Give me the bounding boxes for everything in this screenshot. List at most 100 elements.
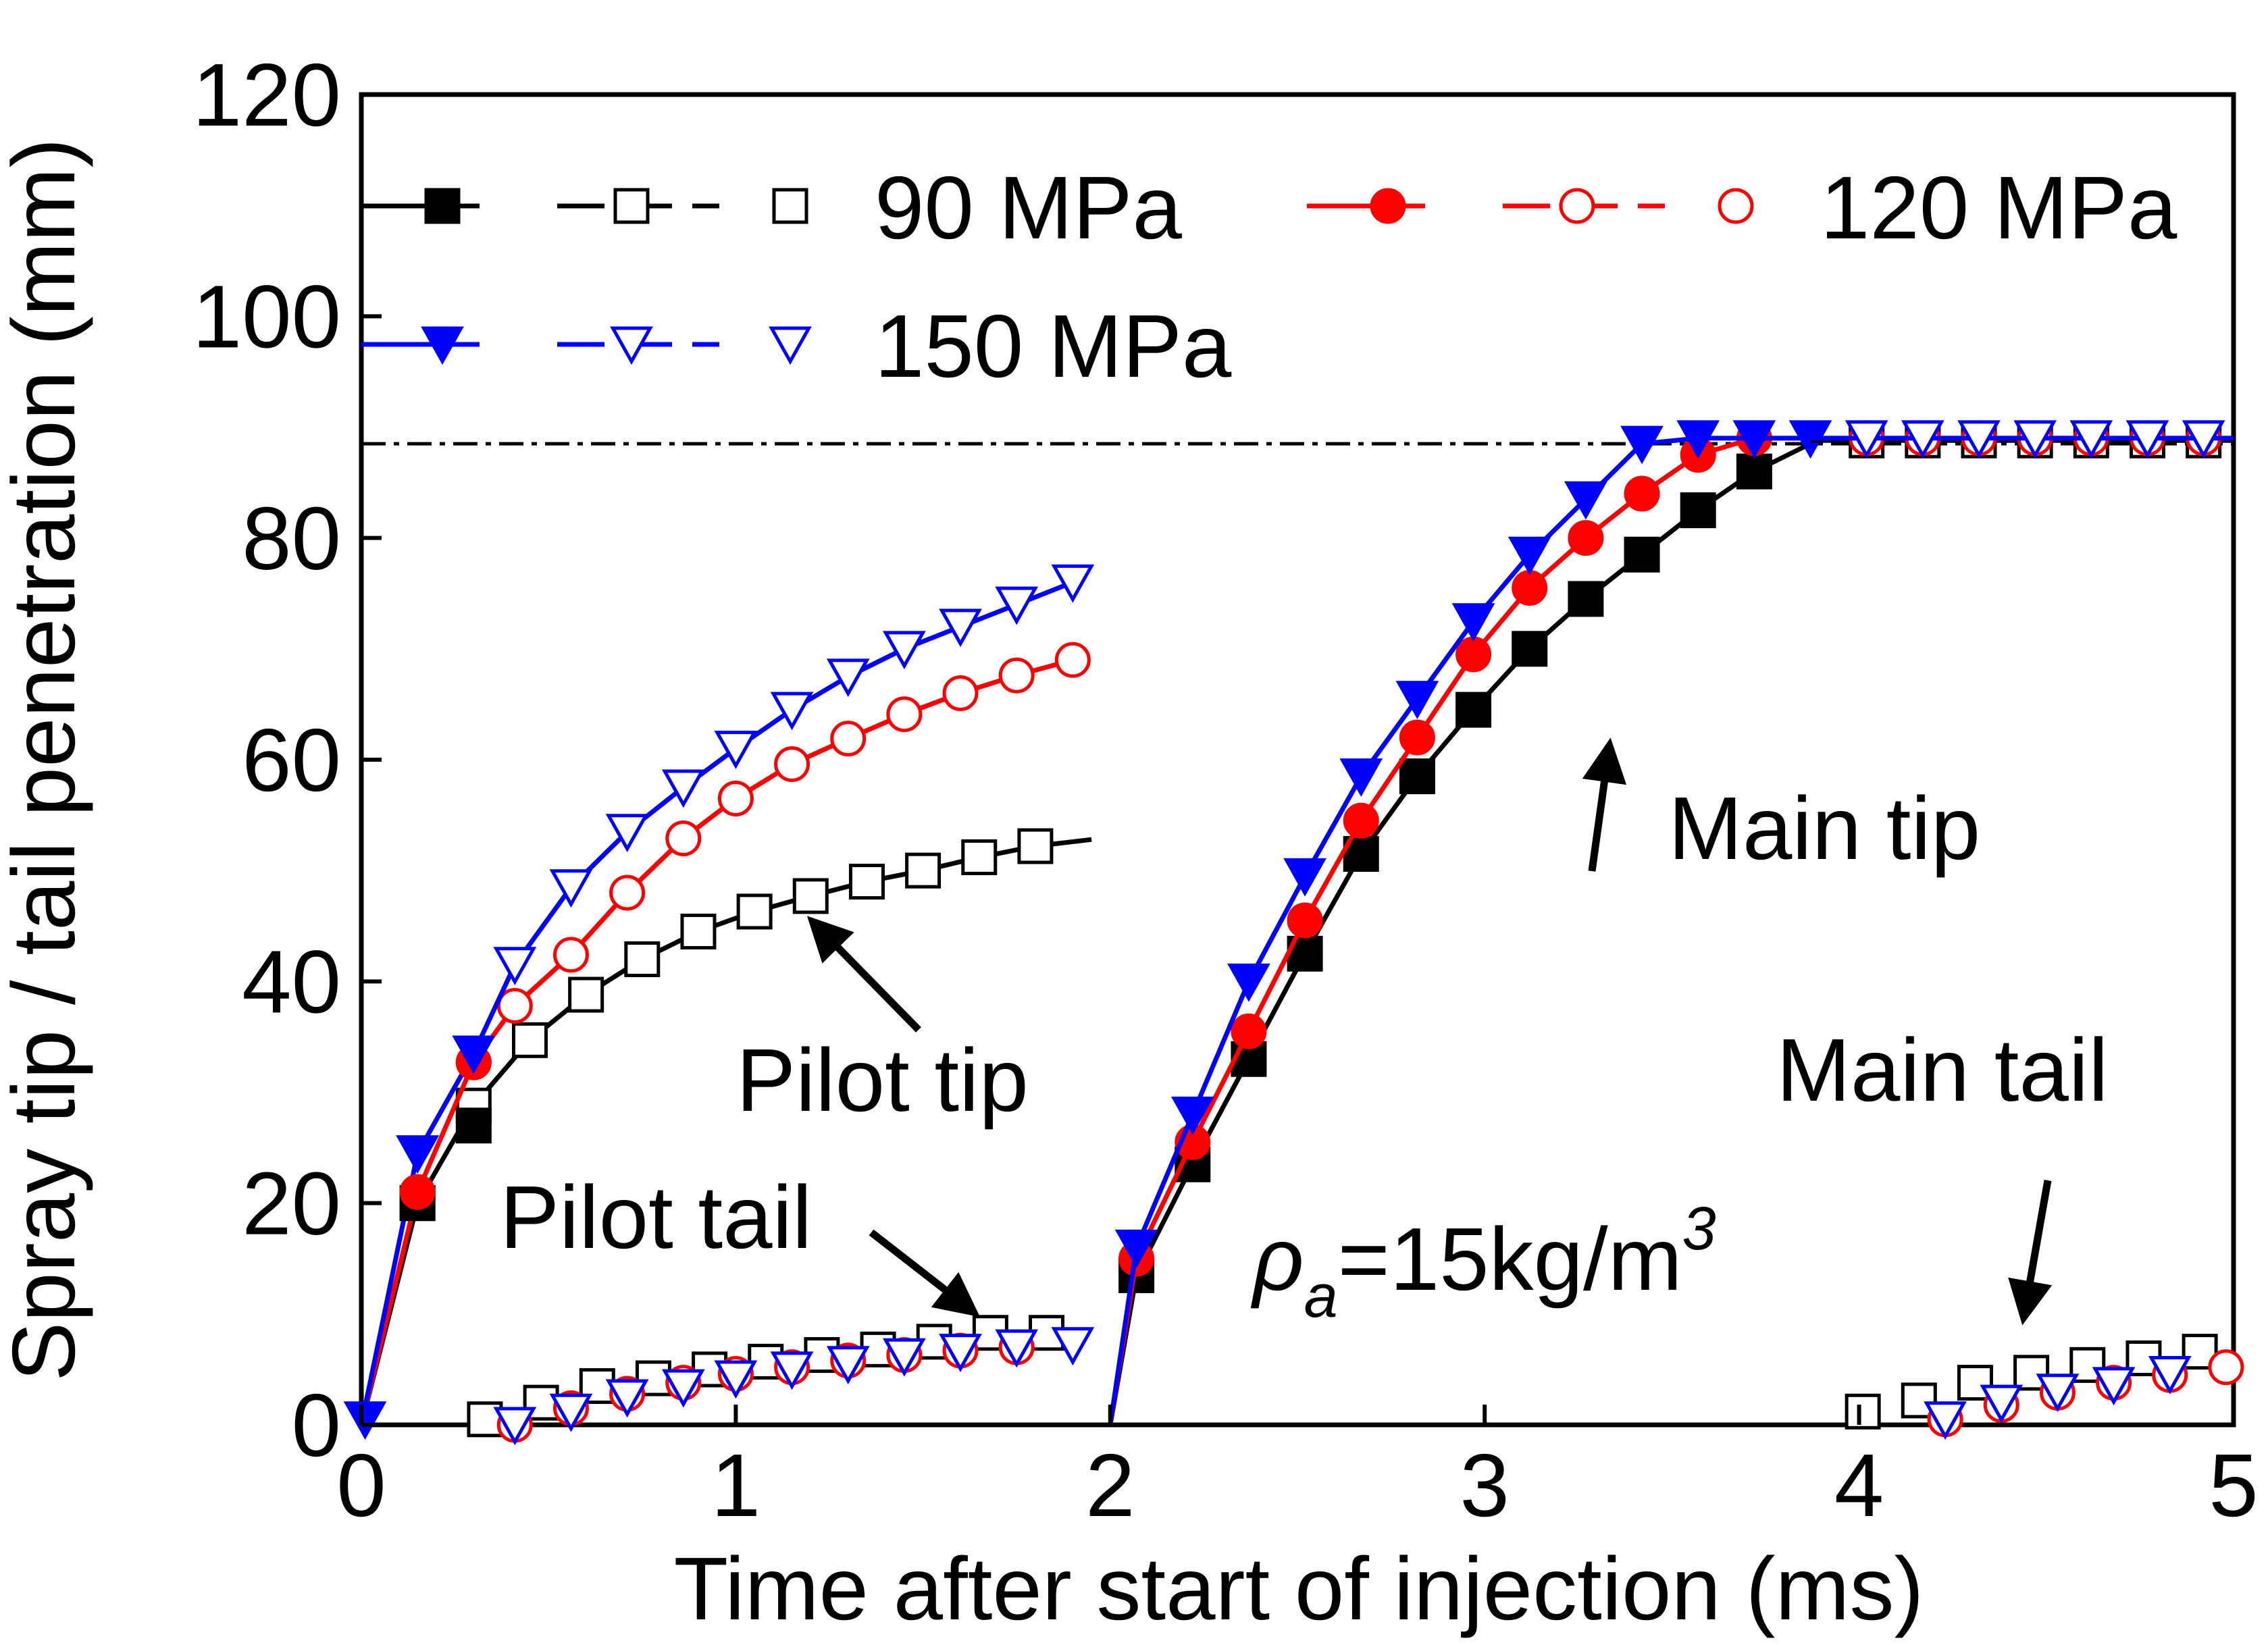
annotation-1: Pilot tail	[500, 1168, 981, 1317]
data-point	[1901, 1382, 1937, 1419]
annotation-label: Pilot tail	[500, 1168, 812, 1267]
legend-marker-filled	[421, 326, 464, 365]
data-point	[1676, 420, 1720, 459]
data-point	[396, 1135, 440, 1174]
data-point	[661, 1369, 705, 1408]
y-axis-title: Spray tip / tail penetration (mm)	[0, 138, 93, 1381]
annotation-0: Pilot tip	[736, 916, 1029, 1130]
legend-marker-open-only	[772, 188, 808, 224]
data-point	[1051, 564, 1095, 603]
data-point	[1054, 642, 1091, 678]
x-tick-label: 0	[336, 1436, 386, 1535]
data-point	[826, 1346, 870, 1385]
y-tick-label: 0	[292, 1376, 341, 1475]
series-layer	[343, 420, 2244, 1446]
data-point	[998, 657, 1035, 694]
legend-label: 150 MPa	[875, 296, 1232, 396]
data-point	[1455, 636, 1492, 673]
annotation-arrow	[806, 916, 921, 1033]
data-point	[1343, 802, 1379, 839]
legend-marker-open	[610, 326, 653, 365]
data-point	[1017, 828, 1054, 864]
series-17	[1924, 1355, 2192, 1440]
data-point	[1395, 681, 1439, 720]
data-point	[1455, 691, 1492, 728]
data-point	[961, 839, 998, 875]
data-point	[455, 1107, 492, 1144]
data-point	[1845, 420, 1888, 459]
series-11	[1108, 420, 1832, 1426]
data-point	[568, 976, 604, 1013]
data-point	[717, 780, 754, 816]
annotation-label: Main tip	[1668, 779, 1980, 878]
series-5	[343, 1035, 496, 1440]
data-point	[680, 913, 717, 949]
legend-marker-open-only	[769, 326, 812, 365]
data-point	[1845, 1393, 1881, 1430]
x-tick-label: 3	[1460, 1436, 1509, 1535]
y-tick-label: 120	[192, 45, 341, 145]
data-point	[942, 675, 979, 711]
data-point	[661, 769, 705, 808]
y-tick-label: 60	[242, 710, 341, 810]
legend-entry-1: 120 MPa	[1307, 158, 2177, 257]
legend-marker-filled	[424, 188, 461, 224]
data-point	[1624, 475, 1660, 512]
data-point	[2148, 1355, 2192, 1394]
annotation-3: Main tail	[1776, 1020, 2109, 1326]
y-tick-label: 80	[242, 489, 341, 588]
density-annotation: ρa=15kg/m3	[1250, 1195, 1716, 1330]
legend-label: 90 MPa	[875, 158, 1182, 257]
data-point	[883, 1338, 926, 1377]
data-point	[552, 937, 589, 973]
density-subscript: a	[1304, 1263, 1338, 1330]
data-point	[1512, 570, 1548, 606]
data-point	[493, 947, 537, 986]
annotation-arrow	[1582, 737, 1627, 872]
data-point	[665, 820, 702, 857]
density-superscript: 3	[1682, 1195, 1716, 1263]
data-point	[1732, 420, 1776, 459]
data-point	[549, 869, 593, 908]
data-point	[736, 893, 773, 930]
y-tick-label: 40	[242, 932, 341, 1031]
data-point	[2036, 1374, 2080, 1413]
data-point	[883, 631, 926, 670]
annotation-arrow	[2008, 1180, 2053, 1326]
series-14	[1810, 420, 2234, 459]
data-point	[1287, 902, 1323, 939]
legend-marker-open	[613, 188, 650, 224]
data-point	[452, 1035, 496, 1074]
data-point	[605, 1379, 649, 1418]
legend: 90 MPa 120 MPa 150 MPa	[361, 158, 2177, 396]
x-tick-label: 1	[711, 1436, 761, 1535]
data-point	[995, 586, 1039, 625]
data-point	[493, 1407, 537, 1446]
data-point	[714, 731, 758, 769]
data-point	[1980, 1384, 2024, 1424]
legend-marker-open-only	[1718, 188, 1754, 224]
x-tick-label: 4	[1834, 1436, 1884, 1535]
legend-marker-filled	[1370, 188, 1406, 224]
data-point	[1399, 719, 1435, 756]
data-point	[1680, 492, 1716, 529]
data-point	[826, 658, 870, 698]
legend-marker-open	[1559, 188, 1595, 224]
data-point	[939, 1334, 982, 1372]
data-point	[2069, 420, 2113, 459]
annotation-arrow	[869, 1229, 981, 1317]
data-point	[609, 874, 646, 911]
density-label: ρa=15kg/m3	[1250, 1195, 1716, 1330]
density-body: =15kg/m	[1338, 1209, 1682, 1309]
data-point	[792, 878, 829, 914]
data-point	[343, 1401, 387, 1440]
data-point	[830, 721, 867, 757]
annotation-label: Pilot tip	[736, 1030, 1029, 1130]
data-point	[1568, 520, 1604, 556]
data-point	[995, 1329, 1039, 1368]
data-point	[1901, 420, 1944, 459]
data-point	[770, 691, 814, 731]
data-point	[714, 1360, 758, 1399]
legend-entry-2: 150 MPa	[361, 296, 1232, 396]
data-point	[1512, 631, 1548, 667]
